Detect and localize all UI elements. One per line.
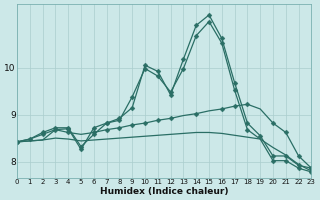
X-axis label: Humidex (Indice chaleur): Humidex (Indice chaleur) (100, 187, 228, 196)
